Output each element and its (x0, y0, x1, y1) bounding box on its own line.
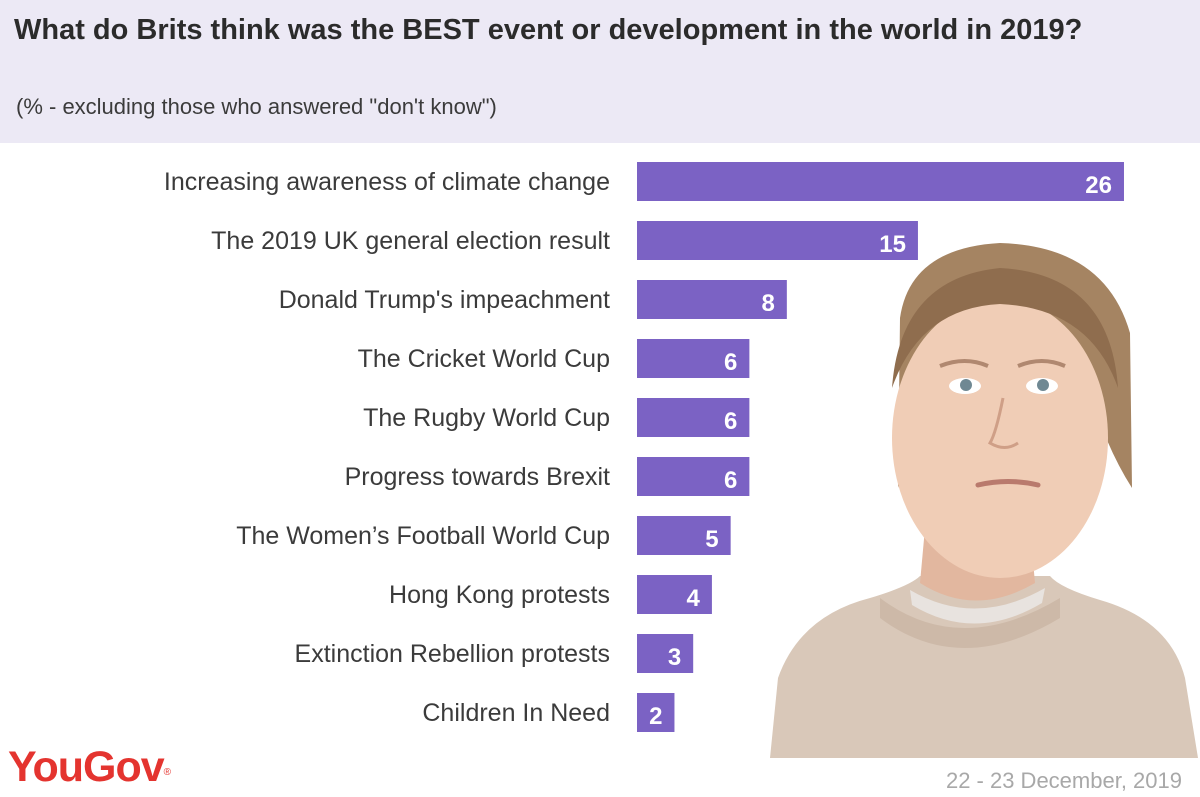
bar (637, 280, 787, 319)
value-label: 26 (1085, 172, 1112, 199)
bar (637, 398, 750, 437)
category-label: Progress towards Brexit (345, 463, 610, 491)
value-label: 6 (724, 349, 737, 376)
chart-subtitle: (% - excluding those who answered "don't… (16, 94, 497, 119)
bar (637, 516, 731, 555)
value-label: 8 (761, 290, 774, 317)
bar (637, 162, 1124, 201)
category-label: The Rugby World Cup (363, 404, 610, 432)
category-label: Extinction Rebellion protests (295, 640, 610, 668)
category-label: Increasing awareness of climate change (164, 168, 610, 196)
bar (637, 339, 750, 378)
bar (637, 575, 712, 614)
logo-text: YouGov (8, 743, 165, 791)
bar (637, 457, 750, 496)
yougov-logo: YouGov® (8, 742, 171, 792)
portrait-photo (770, 243, 1198, 758)
value-label: 6 (724, 467, 737, 494)
bar (637, 634, 694, 673)
category-label: Hong Kong protests (389, 581, 610, 609)
category-label: The 2019 UK general election result (211, 227, 610, 255)
category-label: Children In Need (422, 699, 610, 727)
bar (637, 693, 675, 732)
bar (637, 221, 918, 260)
value-label: 15 (879, 231, 906, 258)
category-label: The Cricket World Cup (358, 345, 610, 373)
category-label: The Women’s Football World Cup (236, 522, 610, 550)
value-label: 2 (649, 703, 662, 730)
category-label: Donald Trump's impeachment (279, 286, 610, 314)
value-label: 5 (705, 526, 718, 553)
chart-title: What do Brits think was the BEST event o… (14, 14, 1083, 46)
value-label: 4 (687, 585, 701, 612)
survey-date: 22 - 23 December, 2019 (945, 768, 1182, 793)
value-label: 3 (668, 644, 681, 671)
value-label: 6 (724, 408, 737, 435)
registered-mark: ® (163, 767, 171, 778)
header-band (0, 0, 1200, 143)
